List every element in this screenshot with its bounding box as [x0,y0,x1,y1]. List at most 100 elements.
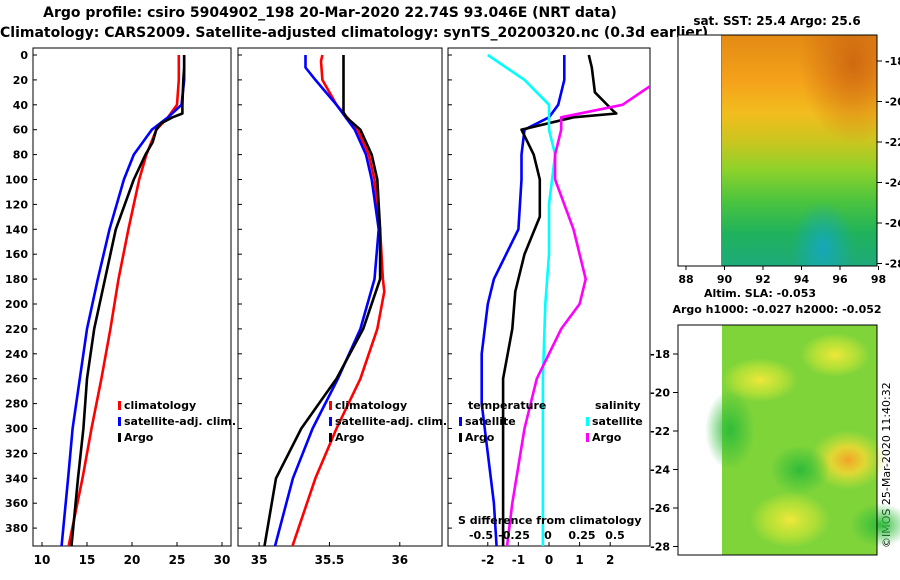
s-diff-tick: 0 [544,529,552,542]
legend-label-sal-argo: Argo [592,431,622,444]
depth-tick-label: 220 [5,323,28,336]
sla-map-title-line2: Argo h1000: -0.027 h2000: -0.052 [672,303,881,316]
sst-x-tick-label: 96 [832,273,848,286]
s-difference-ticks: -0.5 -0.25 0 0.25 0.5 [469,529,625,542]
depth-tick-label: 60 [13,124,29,137]
depth-axis: 0 20 40 60 80 100 120 140 160 180 200 220 240 260 280 3… [5,49,452,535]
depth-tick-label: 120 [5,198,28,211]
salinity-panel [237,47,443,547]
sst-y-tick-label: -26 [885,217,900,230]
depth-tick-label: 20 [13,74,29,87]
depth-tick-label: 340 [5,472,28,485]
x-tick-label: 15 [79,553,96,567]
s-diff-tick: 0.5 [605,529,625,542]
legend-swatch-sal-satellite [586,417,589,426]
x-tick-label: 20 [124,553,141,567]
x-axes: 10 15 20 25 30 35 35.5 36 -2 -1 0 1 2 [34,542,614,567]
x-tick-label: 0 [545,553,553,567]
legend-label-temp-argo: Argo [465,431,495,444]
s-diff-tick: -0.25 [498,529,530,542]
series-line-salinity-argo [505,84,650,546]
sst-y-tick-label: -24 [885,177,900,190]
depth-tick-label: 160 [5,248,28,261]
series-line-satellite-adj-clim- [273,55,381,546]
sst-x-tick-label: 98 [871,273,886,286]
s-diff-tick: 0.25 [568,529,595,542]
depth-tick-label: 260 [5,373,28,386]
sla-map [677,324,900,556]
depth-tick-label: 380 [5,522,28,535]
sla-map-axes: -18 -20 -22 -24 -26 -28 [650,348,678,554]
sla-map-title-line1: Altim. SLA: -0.053 [704,287,816,300]
legend-label-satellite: satellite-adj. clim. [335,415,447,428]
sla-y-tick-label: -28 [650,541,670,554]
legend-label-climatology: climatology [124,399,196,412]
x-tick-label: 30 [214,553,231,567]
legend-title-salinity: salinity [595,399,641,412]
x-tick-label: 35 [251,553,268,567]
chart-title-line1: Argo profile: csiro 5904902_198 20-Mar-2… [43,5,617,21]
legend-label-argo: Argo [335,431,365,444]
legend-swatch-satellite [329,417,332,426]
sst-x-tick-label: 92 [755,273,770,286]
sst-y-tick-label: -22 [885,136,900,149]
series-line-satellite-adj-clim- [60,55,186,546]
temperature-legend: climatology satellite-adj. clim. Argo [118,399,236,444]
sst-y-tick-label: -28 [885,258,900,271]
sst-y-tick-label: -18 [885,55,900,68]
legend-label-argo: Argo [124,431,154,444]
sst-x-tick-label: 94 [794,273,810,286]
series-line-temperature-satellite [480,55,566,546]
x-tick-label: 2 [606,553,614,567]
series-line-climatology [67,55,181,546]
depth-tick-label: 300 [5,423,28,436]
sst-map-title: sat. SST: 25.4 Argo: 25.6 [693,14,860,28]
x-tick-label: -1 [512,553,525,567]
sla-y-tick-label: -18 [650,348,670,361]
series-line-argo [263,55,382,546]
depth-tick-label: 40 [13,99,29,112]
depth-tick-label: 320 [5,447,28,460]
sla-y-tick-label: -22 [650,425,670,438]
legend-swatch-climatology [118,401,121,410]
s-diff-tick: -0.5 [469,529,493,542]
salinity-legend: climatology satellite-adj. clim. Argo [329,399,447,444]
depth-tick-label: 100 [5,174,28,187]
sst-x-tick-label: 88 [678,273,693,286]
legend-swatch-climatology [329,401,332,410]
sla-y-tick-label: -26 [650,502,670,515]
sst-x-tick-label: 90 [717,273,733,286]
depth-tick-label: 140 [5,223,28,236]
sst-map-axes: -18 -20 -22 -24 -26 -28 88 90 92 94 96 98 [678,55,900,286]
x-tick-label: 36 [391,553,408,567]
legend-title-temperature: temperature [468,399,546,412]
sla-y-tick-label: -20 [650,387,670,400]
s-difference-label: S difference from climatology [458,514,642,527]
legend-label-sal-satellite: satellite [592,415,643,428]
depth-tick-label: 360 [5,497,28,510]
depth-tick-label: 80 [13,149,29,162]
salinity-lines [263,54,386,546]
legend-label-climatology: climatology [335,399,407,412]
sst-map [677,34,878,267]
depth-tick-label: 280 [5,398,28,411]
depth-tick-label: 180 [5,273,28,286]
temperature-panel [32,47,232,547]
difference-legend: temperature satellite Argo salinity sate… [459,399,643,444]
sst-y-tick-label: -20 [885,96,900,109]
series-line-argo [70,55,186,546]
depth-tick-label: 0 [20,49,28,62]
legend-swatch-temp-satellite [459,417,462,426]
x-tick-label: 1 [575,553,583,567]
depth-tick-label: 200 [5,298,28,311]
legend-label-temp-satellite: satellite [465,415,516,428]
chart-title-line2: Climatology: CARS2009. Satellite-adjuste… [0,25,709,41]
difference-lines [480,53,650,546]
legend-swatch-argo [118,433,121,442]
depth-tick-label: 240 [5,348,28,361]
x-tick-label: 10 [34,553,51,567]
x-tick-label: -2 [481,553,494,567]
sla-y-tick-label: -24 [650,464,670,477]
x-tick-label: 25 [169,553,186,567]
